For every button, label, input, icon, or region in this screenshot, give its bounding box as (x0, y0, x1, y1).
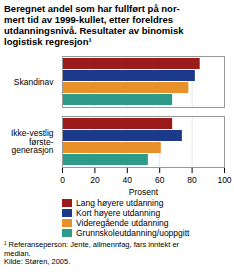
html-text:Kort høyere utdanning: Kort høyere utdanning (76, 208, 161, 218)
svg-text:20: 20 (90, 175, 100, 185)
svg-text:80: 80 (187, 175, 197, 185)
html-text:Lang høyere utdanning: Lang høyere utdanning (76, 198, 164, 208)
svg-text:0: 0 (60, 175, 65, 185)
html-text:Grunnskoleutdanning/uoppgitt: Grunnskoleutdanning/uoppgitt (76, 228, 190, 238)
html-text:Videregående utdanning: Videregående utdanning (76, 218, 169, 228)
svg-text:100: 100 (217, 175, 231, 185)
svg-text:Ikke-vestligførste-generasjon: Ikke-vestligførste-generasjon (11, 128, 54, 155)
html-text:¹ Referanseperson: Jente, allm: ¹ Referanseperson: Jente, allmennfag, fa… (4, 240, 180, 266)
svg-text:Prosent: Prosent (129, 187, 159, 197)
svg-text:60: 60 (155, 175, 165, 185)
html-text:Beregnet andel som har fullfør: Beregnet andel som har fullført på nor- … (4, 3, 184, 47)
svg-text:Skandinav: Skandinav (14, 77, 54, 87)
svg-text:40: 40 (123, 175, 133, 185)
